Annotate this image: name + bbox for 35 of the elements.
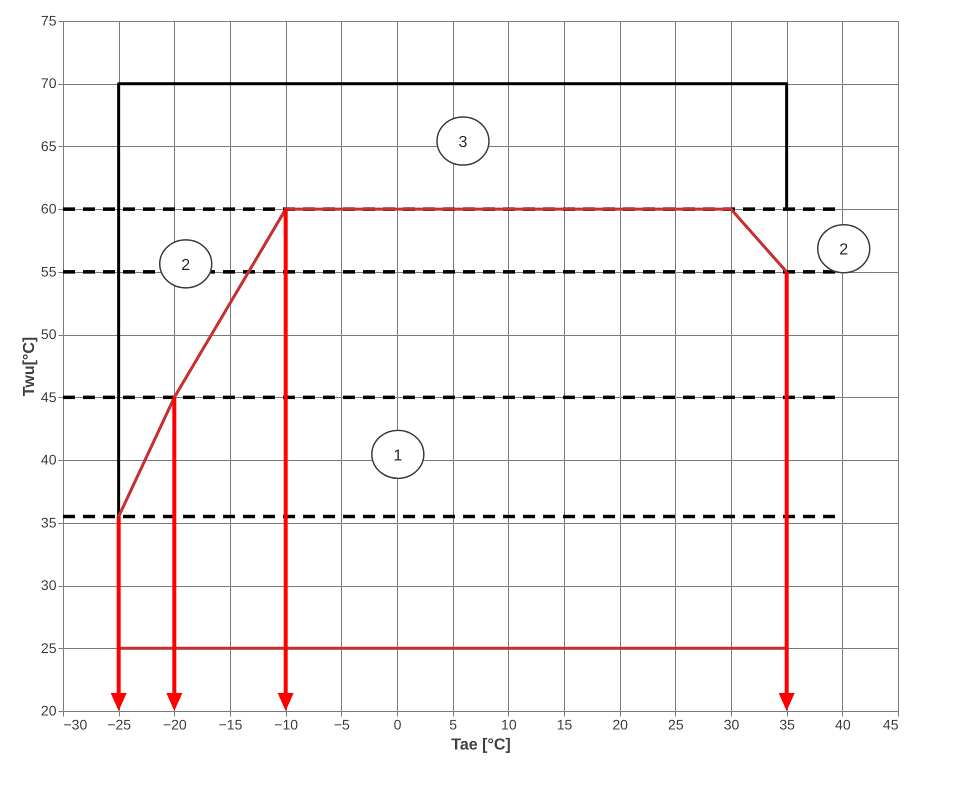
- y-tick-label: 35: [40, 514, 57, 530]
- x-tick-label: 5: [449, 716, 458, 732]
- line-series: [117, 208, 788, 518]
- x-tick-label: 10: [501, 716, 517, 732]
- y-axis-title: Twu[°C]: [20, 336, 38, 396]
- y-tick-label: 30: [40, 577, 57, 594]
- y-tick-label: 60: [40, 200, 57, 217]
- y-tick-label: 55: [40, 263, 57, 280]
- x-tick-label: 0: [394, 716, 402, 732]
- x-tick-label: 25: [668, 716, 684, 732]
- x-tick-label: 35: [779, 716, 796, 732]
- x-axis-title: Tae [°C]: [451, 736, 511, 754]
- x-tick-label: 30: [724, 716, 740, 732]
- y-tick-label: 75: [40, 12, 57, 28]
- y-tick-label: 50: [40, 326, 57, 342]
- x-tick-label: 40: [835, 716, 851, 732]
- y-tick-label: 70: [40, 75, 57, 92]
- x-tick-label: 20: [612, 716, 628, 732]
- y-tick-label: 40: [40, 452, 57, 468]
- y-tick-label: 25: [40, 640, 57, 656]
- y-tick-label: 20: [40, 702, 57, 718]
- annotation: 2: [181, 256, 190, 274]
- x-tick-label: −20: [162, 716, 187, 732]
- x-tick-label: 45: [882, 716, 899, 732]
- y-tick-label: 45: [40, 388, 57, 405]
- annotation: 2: [839, 242, 848, 259]
- x-tick-label: −15: [218, 716, 243, 732]
- x-tick-label: −5: [334, 716, 350, 732]
- x-tick-label: −30: [64, 716, 88, 732]
- annotation: 1: [393, 447, 402, 464]
- x-tick-label: 15: [556, 716, 572, 732]
- y-tick-label: 65: [40, 138, 57, 154]
- annotation: 3: [458, 134, 468, 152]
- x-tick-label: −25: [107, 716, 132, 732]
- x-tick-label: −10: [274, 716, 298, 732]
